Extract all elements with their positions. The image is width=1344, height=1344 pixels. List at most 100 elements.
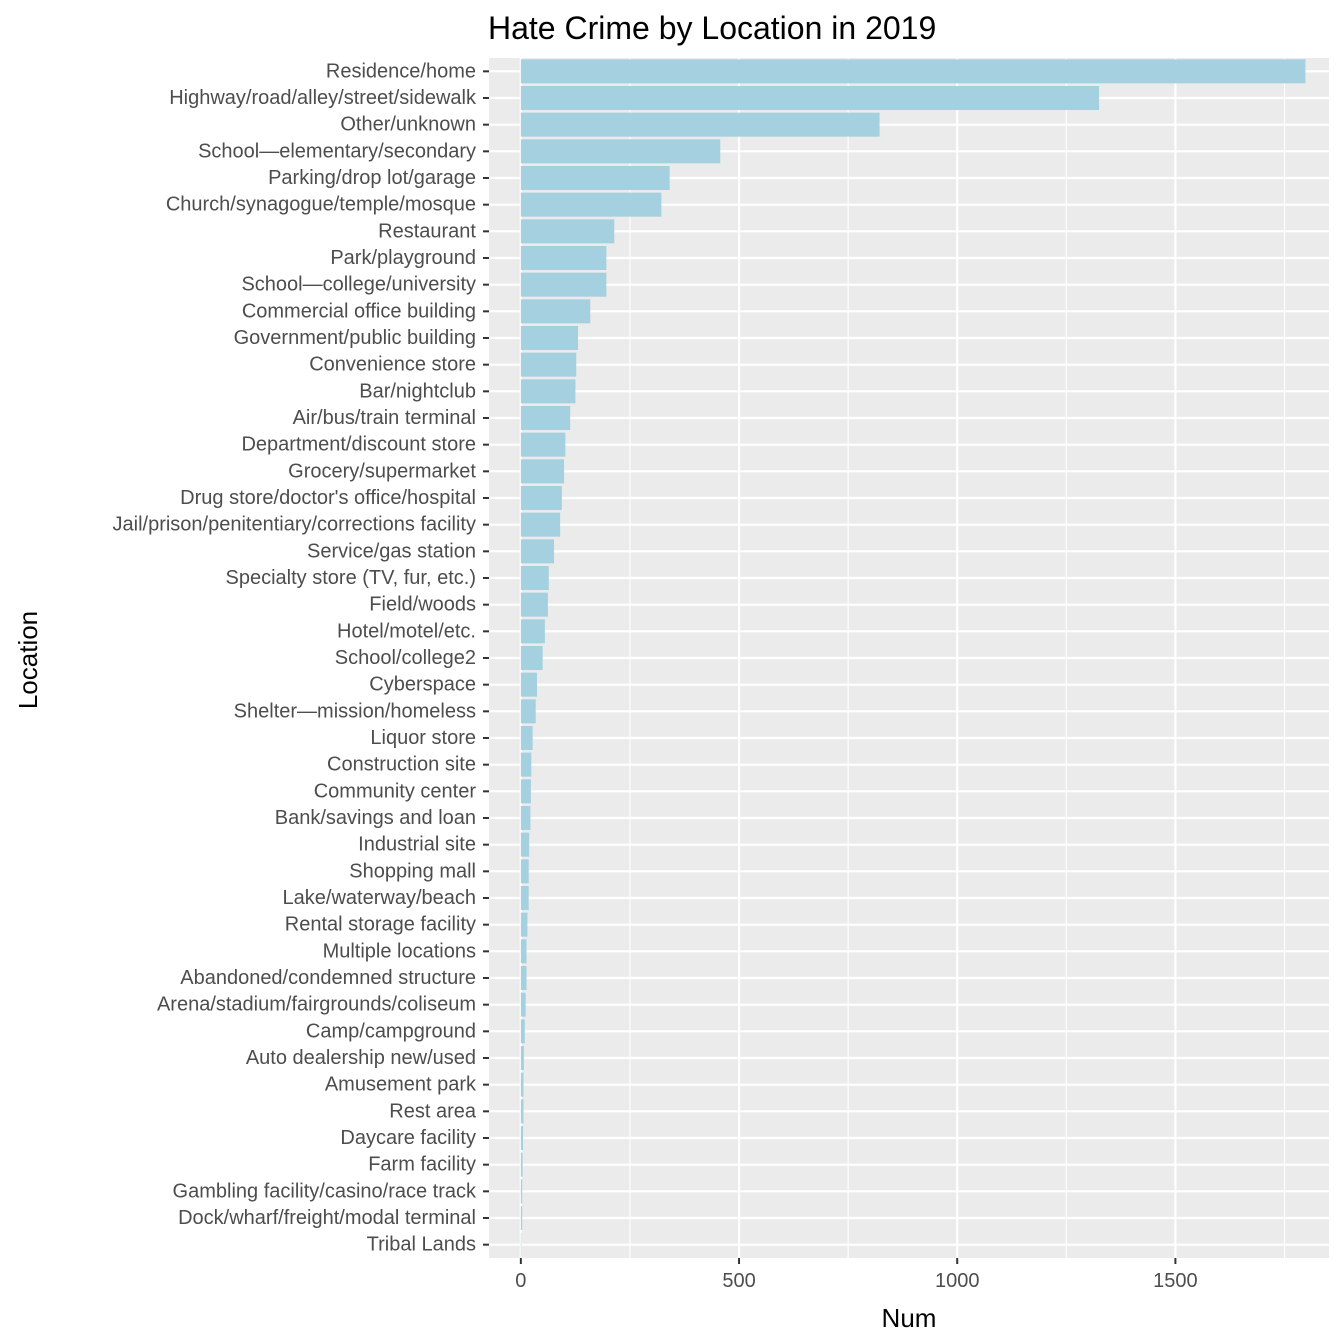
y-tick-label: Parking/drop lot/garage xyxy=(268,167,476,189)
bar xyxy=(520,832,530,857)
bar xyxy=(520,1206,523,1230)
y-tick-label: Amusement park xyxy=(325,1074,477,1096)
bar xyxy=(520,1072,524,1097)
y-tick-label: Rest area xyxy=(389,1100,477,1122)
y-tick-label: Industrial site xyxy=(358,834,476,856)
bar xyxy=(520,566,549,590)
bar xyxy=(520,886,529,910)
bar xyxy=(520,486,562,510)
y-tick-label: Liquor store xyxy=(370,727,476,749)
y-tick-label: Community center xyxy=(314,780,477,802)
y-tick-label: Grocery/supermarket xyxy=(288,460,476,482)
chart-title: Hate Crime by Location in 2019 xyxy=(488,10,936,46)
bar xyxy=(520,539,555,564)
bar xyxy=(520,59,1306,84)
bar xyxy=(520,379,576,404)
y-tick-label: School—college/university xyxy=(241,274,476,296)
x-tick-label: 500 xyxy=(722,1270,755,1292)
bar xyxy=(520,86,1100,110)
y-tick-label: Cyberspace xyxy=(369,674,476,696)
bar xyxy=(520,512,561,537)
y-tick-label: Highway/road/alley/street/sidewalk xyxy=(169,87,477,109)
bar xyxy=(520,432,566,457)
bar xyxy=(520,992,526,1017)
y-tick-label: Shopping mall xyxy=(349,860,476,882)
bars xyxy=(520,59,1306,1257)
y-tick-label: Air/bus/train terminal xyxy=(293,407,476,429)
bar xyxy=(520,326,579,350)
y-tick-label: Drug store/doctor's office/hospital xyxy=(180,487,476,509)
bar xyxy=(520,619,545,644)
bar xyxy=(520,112,880,137)
y-tick-label: Bar/nightclub xyxy=(359,380,476,402)
y-tick-label: Abandoned/condemned structure xyxy=(180,967,476,989)
y-tick-label: Tribal Lands xyxy=(367,1234,476,1256)
bar xyxy=(520,672,537,697)
y-tick-label: Gambling facility/casino/race track xyxy=(173,1180,477,1202)
bar xyxy=(520,699,536,724)
y-tick-label: Convenience store xyxy=(309,354,476,376)
y-tick-label: Arena/stadium/fairgrounds/coliseum xyxy=(157,994,476,1016)
x-tick-label: 1000 xyxy=(935,1270,980,1292)
y-tick-label: Jail/prison/penitentiary/corrections fac… xyxy=(113,514,477,536)
y-tick-label: Other/unknown xyxy=(340,114,476,136)
x-tick-label: 0 xyxy=(515,1270,526,1292)
y-tick-label: Field/woods xyxy=(369,594,476,616)
bar xyxy=(520,139,721,164)
y-tick-label: Camp/campground xyxy=(306,1020,476,1042)
bar xyxy=(520,912,528,937)
y-tick-label: Construction site xyxy=(327,754,476,776)
y-tick-label: School/college2 xyxy=(335,647,476,669)
y-tick-label: Church/synagogue/temple/mosque xyxy=(166,194,476,216)
bar xyxy=(520,1046,524,1070)
bar xyxy=(520,166,670,190)
y-tick-label: Shelter—mission/homeless xyxy=(234,700,476,722)
bar xyxy=(520,192,662,217)
bar xyxy=(520,1179,523,1204)
bar xyxy=(520,1019,525,1044)
y-tick-label: Auto dealership new/used xyxy=(246,1047,476,1069)
y-tick-label: Department/discount store xyxy=(241,434,476,456)
bar xyxy=(520,752,532,777)
y-tick-label: Dock/wharf/freight/modal terminal xyxy=(178,1207,476,1229)
bar xyxy=(520,406,571,430)
y-tick-label: Commercial office building xyxy=(242,300,476,322)
bar xyxy=(520,272,607,297)
bar xyxy=(520,459,565,484)
y-tick-label: Government/public building xyxy=(234,327,476,349)
y-tick-label: Specialty store (TV, fur, etc.) xyxy=(226,567,476,589)
y-tick-label: Restaurant xyxy=(378,220,476,242)
bar xyxy=(520,779,531,804)
y-tick-label: School—elementary/secondary xyxy=(198,140,476,162)
y-tick-label: Service/gas station xyxy=(307,540,476,562)
x-axis-ticks: 0 500 1000 1500 xyxy=(515,1258,1198,1292)
y-tick-label: Residence/home xyxy=(326,60,476,82)
bar xyxy=(520,1152,523,1177)
bar xyxy=(520,726,533,750)
bar xyxy=(520,352,577,377)
bar xyxy=(520,1232,522,1257)
bar xyxy=(520,859,529,884)
y-tick-label: Lake/waterway/beach xyxy=(283,887,476,909)
bar xyxy=(520,646,543,670)
y-tick-label: Multiple locations xyxy=(323,940,476,962)
bar xyxy=(520,219,615,244)
bar xyxy=(520,806,531,830)
bar xyxy=(520,299,591,324)
x-tick-label: 1500 xyxy=(1153,1270,1198,1292)
y-tick-label: Hotel/motel/etc. xyxy=(337,620,476,642)
bar xyxy=(520,966,527,990)
x-axis-title: Num xyxy=(882,1303,937,1333)
y-tick-label: Bank/savings and loan xyxy=(275,807,476,829)
y-axis-title: Location xyxy=(13,611,43,709)
bar xyxy=(520,939,527,964)
bar xyxy=(520,1099,524,1124)
y-tick-label: Park/playground xyxy=(330,247,476,269)
y-tick-label: Farm facility xyxy=(368,1154,476,1176)
y-axis-ticks: Residence/home Highway/road/alley/street/… xyxy=(113,60,489,1256)
bar xyxy=(520,1126,524,1150)
bar xyxy=(520,592,548,617)
bar xyxy=(520,246,607,270)
y-tick-label: Rental storage facility xyxy=(285,914,476,936)
